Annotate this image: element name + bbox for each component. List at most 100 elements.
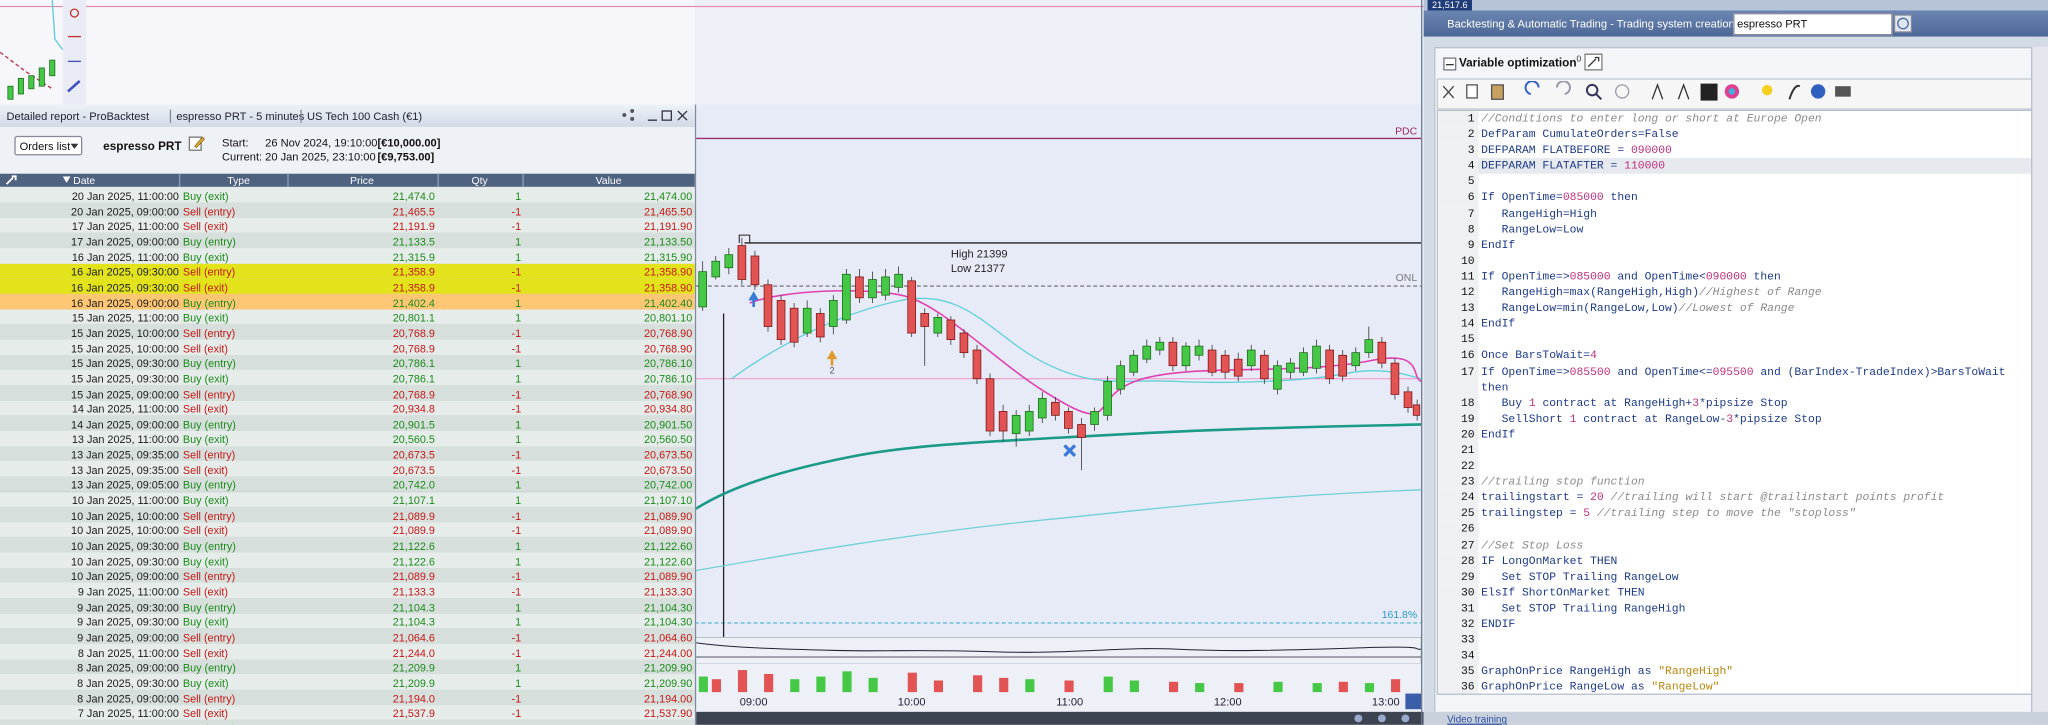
order-row[interactable]: 17 Jan 2025, 11:00:00 Sell (exit) 21,191.9…	[0, 217, 695, 235]
view-select[interactable]: Orders list	[14, 135, 83, 156]
order-row[interactable]: 16 Jan 2025, 09:30:00 Sell (entry) 21,358.…	[0, 263, 695, 281]
scrollbar[interactable]	[2031, 47, 2048, 725]
order-row[interactable]: 17 Jan 2025, 09:00:00 Buy (entry) 21,133.5…	[0, 233, 695, 250]
order-price: 21,122.6	[392, 554, 435, 568]
code-line: 31 Set STOP Trailing RangeHigh	[1438, 600, 2032, 617]
top-strip	[1423, 0, 2048, 11]
time-label: 10:00	[898, 697, 926, 709]
order-row[interactable]: 13 Jan 2025, 09:35:00 Sell (entry) 20,673.…	[0, 446, 695, 463]
order-row[interactable]: 10 Jan 2025, 09:30:00 Buy (entry) 21,122.6…	[0, 537, 695, 554]
trade-marker	[748, 291, 759, 307]
order-row[interactable]: 14 Jan 2025, 09:00:00 Buy (entry) 20,901.5…	[0, 415, 695, 433]
order-row[interactable]: 10 Jan 2025, 11:00:00 Buy (exit) 21,107.1 1…	[0, 491, 695, 509]
order-date: 15 Jan 2025, 09:30:00	[71, 356, 179, 370]
order-row[interactable]: 15 Jan 2025, 11:00:00 Buy (exit) 20,801.1 1…	[0, 309, 695, 326]
line-number: 17	[1438, 363, 1479, 396]
code-editor[interactable]: 1//Conditions to enter long or short at …	[1436, 109, 2034, 695]
order-value: 20,768.90	[644, 387, 693, 401]
order-row[interactable]: 15 Jan 2025, 10:00:00 Sell (exit) 20,768.9…	[0, 339, 695, 357]
order-row[interactable]: 16 Jan 2025, 11:00:00 Buy (exit) 21,315.9 1…	[0, 248, 695, 265]
order-row[interactable]: 20 Jan 2025, 09:00:00 Sell (entry) 21,465.…	[0, 202, 695, 220]
column-header[interactable]: Date	[73, 175, 96, 187]
column-header[interactable]: Price	[350, 175, 374, 187]
candle-down	[1064, 411, 1073, 429]
order-date: 15 Jan 2025, 10:00:00	[71, 341, 179, 355]
order-row[interactable]: 9 Jan 2025, 09:30:00 Buy (exit) 21,104.3 1 2…	[0, 613, 695, 630]
order-qty: -1	[511, 219, 522, 233]
circle	[1810, 84, 1826, 99]
order-row[interactable]: 15 Jan 2025, 09:00:00 Sell (entry) 20,768.…	[0, 385, 695, 402]
order-row[interactable]: 13 Jan 2025, 09:35:00 Sell (exit) 20,673.5…	[0, 461, 695, 478]
line-number: 23	[1438, 474, 1479, 491]
order-row[interactable]: 15 Jan 2025, 09:30:00 Buy (entry) 20,786.1…	[0, 354, 695, 372]
help-icon[interactable]	[1893, 14, 1913, 33]
order-type: Sell (entry)	[182, 387, 236, 401]
candle-down	[815, 313, 825, 338]
order-row[interactable]: 9 Jan 2025, 11:00:00 Sell (exit) 21,133.3 -…	[0, 583, 695, 600]
scroll-button[interactable]	[1405, 693, 1422, 710]
code-line: 7 RangeHigh=High	[1438, 205, 2032, 222]
order-row[interactable]: 16 Jan 2025, 09:30:00 Sell (exit) 21,358.9…	[0, 278, 695, 296]
optimize-icon[interactable]	[1584, 53, 1603, 71]
order-row[interactable]: 9 Jan 2025, 09:30:00 Buy (entry) 21,104.3 1…	[0, 598, 695, 615]
order-row[interactable]: 10 Jan 2025, 09:00:00 Sell (entry) 21,089.…	[0, 567, 695, 585]
code-text	[1479, 459, 2028, 475]
code-line: 28 IF LongOnMarket THEN	[1438, 553, 2032, 570]
order-row[interactable]: 13 Jan 2025, 09:05:00 Buy (entry) 20,742.0…	[0, 476, 695, 494]
strategy-tab[interactable]: espresso PRT - 5 minutes	[169, 109, 304, 123]
order-row[interactable]: 7 Jan 2025, 10:00:00 Buy (entry) 21,568.1 1…	[0, 719, 695, 725]
order-row[interactable]: 14 Jan 2025, 11:00:00 Sell (exit) 20,934.8…	[0, 400, 695, 417]
order-row[interactable]: 13 Jan 2025, 11:00:00 Buy (exit) 20,560.5 1…	[0, 430, 695, 448]
order-date: 13 Jan 2025, 09:35:00	[71, 463, 179, 477]
order-row[interactable]: 8 Jan 2025, 09:30:00 Buy (exit) 21,209.9 1 2…	[0, 674, 695, 691]
order-type: Buy (entry)	[182, 600, 236, 614]
settings-icon[interactable]	[5, 175, 17, 185]
order-row[interactable]: 7 Jan 2025, 11:00:00 Sell (exit) 21,537.9 -…	[0, 704, 695, 722]
order-row[interactable]: 8 Jan 2025, 09:00:00 Sell (entry) 21,194.0…	[0, 689, 695, 707]
order-row[interactable]: 9 Jan 2025, 09:00:00 Sell (entry) 21,064.6…	[0, 628, 695, 646]
circle	[1615, 84, 1630, 99]
code-token: EndIf	[1481, 238, 1516, 252]
order-qty: 1	[515, 539, 522, 553]
video-training-link[interactable]: Video training	[1447, 713, 1507, 725]
circle	[1897, 17, 1909, 30]
candle-up	[1194, 345, 1204, 356]
order-row[interactable]: 8 Jan 2025, 09:00:00 Buy (entry) 21,209.9 1…	[0, 659, 695, 676]
code-token: 1	[1528, 396, 1536, 410]
order-value: 21,191.90	[644, 219, 693, 233]
order-row[interactable]: 16 Jan 2025, 09:00:00 Buy (entry) 21,402.4…	[0, 293, 695, 311]
code-text: RangeHigh=High	[1479, 206, 2028, 222]
orders-table: 20 Jan 2025, 11:00:00 Buy (exit) 21,474.0 1…	[0, 187, 695, 725]
order-row[interactable]: 8 Jan 2025, 11:00:00 Sell (exit) 21,244.0 -…	[0, 643, 695, 661]
line-number: 12	[1438, 284, 1479, 301]
code-text: trailingstart = 20 //trailing will start…	[1479, 490, 2028, 506]
time-label: 13:00	[1372, 697, 1400, 709]
instrument-tab[interactable]: US Tech 100 Cash (€1)	[300, 109, 422, 123]
code-line: 26	[1438, 521, 2032, 538]
order-row[interactable]: 15 Jan 2025, 09:30:00 Buy (exit) 20,786.1 1…	[0, 370, 695, 387]
order-row[interactable]: 10 Jan 2025, 09:30:00 Buy (exit) 21,122.6 1…	[0, 552, 695, 570]
order-row[interactable]: 20 Jan 2025, 11:00:00 Buy (exit) 21,474.0 1…	[0, 187, 695, 204]
order-value: 21,402.40	[644, 296, 693, 310]
column-header[interactable]: Qty	[471, 175, 488, 187]
sort-arrow[interactable]	[62, 176, 71, 183]
toolbar-icons[interactable]	[1439, 80, 1883, 105]
order-row[interactable]: 10 Jan 2025, 10:00:00 Sell (exit) 21,089.9…	[0, 522, 695, 539]
path	[178, 173, 524, 187]
code-line: 27//Set Stop Loss	[1438, 537, 2032, 554]
collapse-button[interactable]	[1443, 57, 1457, 71]
order-qty: -1	[511, 341, 522, 355]
edit-icon[interactable]	[188, 135, 205, 152]
order-row[interactable]: 10 Jan 2025, 10:00:00 Sell (entry) 21,089.…	[0, 506, 695, 524]
column-header[interactable]: Type	[227, 175, 250, 187]
window-buttons[interactable]	[614, 107, 692, 124]
code-line: 35 GraphOnPrice RangeHigh as "RangeHigh"	[1438, 663, 2032, 680]
column-header[interactable]: Value	[595, 175, 622, 187]
order-row[interactable]: 15 Jan 2025, 10:00:00 Sell (entry) 20,768.…	[0, 324, 695, 341]
code-token: RangeHigh=High	[1481, 207, 1597, 221]
code-text: EndIf	[1479, 237, 2028, 253]
code-line: 23//trailing stop function	[1438, 474, 2032, 491]
system-name-input[interactable]: espresso PRT	[1733, 13, 1893, 36]
vol-up	[868, 677, 878, 693]
code-line: 6 If OpenTime=085000 then	[1438, 189, 2032, 206]
